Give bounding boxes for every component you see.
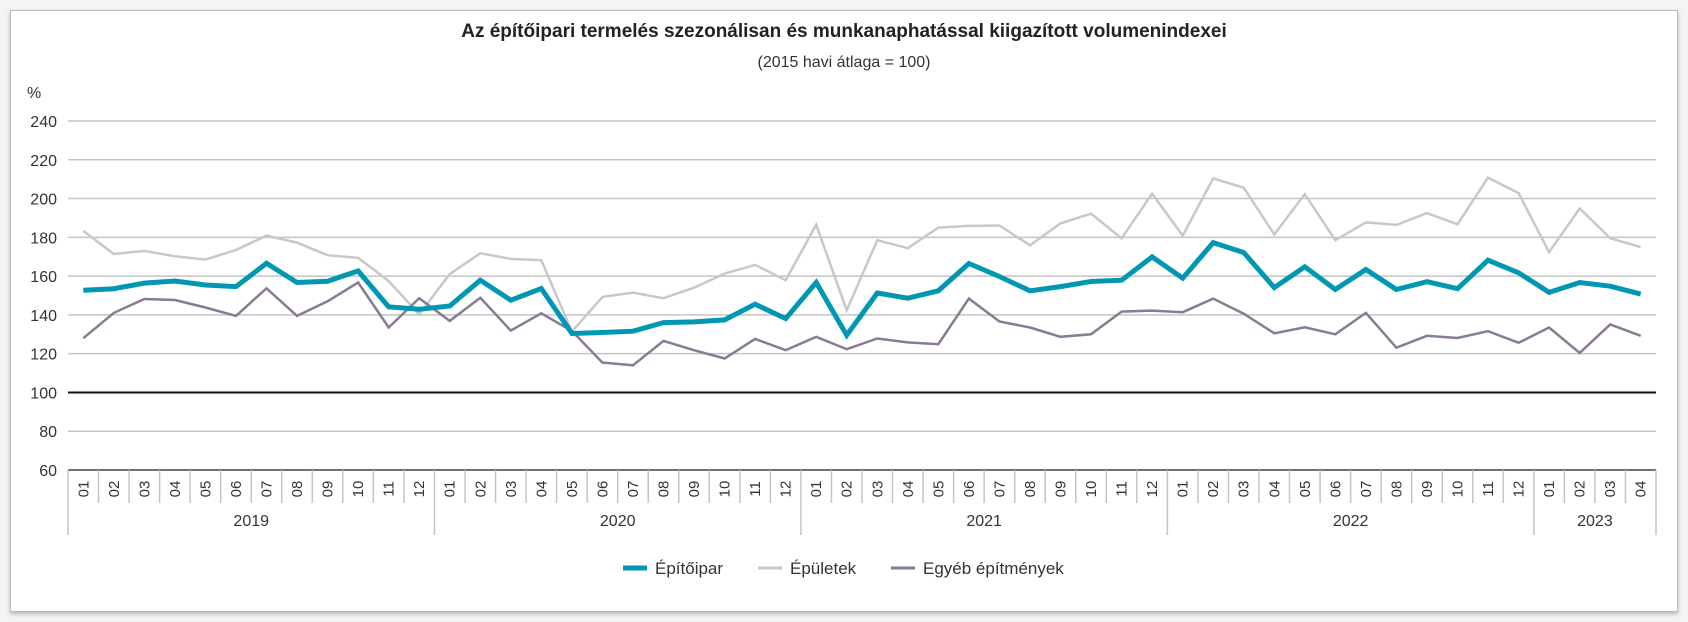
chart-card: Az építőipari termelés szezonálisan és m… [10, 10, 1678, 612]
x-month-label: 03 [1602, 481, 1619, 498]
legend-item: Egyéb építmények [891, 559, 1064, 578]
x-month-label: 10 [1083, 481, 1100, 498]
series-line-egyeb-epitmenyek [82, 280, 1642, 367]
x-month-label: 04 [1633, 481, 1650, 498]
chart-subtitle: (2015 havi átlaga = 100) [757, 54, 930, 71]
x-month-label: 05 [930, 481, 947, 498]
x-month-label: 08 [289, 481, 306, 498]
x-month-label: 09 [1053, 481, 1070, 498]
y-tick-label: 160 [30, 269, 57, 286]
x-month-label: 04 [167, 481, 184, 498]
x-month-label: 01 [442, 481, 459, 498]
x-month-label: 05 [564, 481, 581, 498]
series-line-epitoipar [83, 239, 1642, 340]
y-tick-label: 200 [30, 192, 57, 209]
x-month-label: 11 [747, 481, 764, 497]
x-year-label: 2022 [1333, 513, 1369, 530]
x-month-label: 11 [381, 481, 398, 497]
x-month-label: 03 [503, 481, 520, 498]
x-month-label: 09 [320, 481, 337, 498]
x-month-label: 06 [961, 481, 978, 498]
y-tick-label: 240 [30, 114, 57, 131]
x-year-label: 2019 [233, 513, 269, 530]
x-month-label: 01 [1541, 481, 1558, 498]
x-month-label: 01 [1175, 481, 1192, 498]
y-tick-label: 180 [30, 230, 57, 247]
x-month-label: 02 [1572, 481, 1589, 498]
x-month-label: 02 [472, 481, 489, 498]
x-month-label: 09 [1419, 481, 1436, 498]
y-tick-label: 220 [30, 153, 57, 170]
x-month-label: 03 [1236, 481, 1253, 498]
legend-item: Épületek [758, 559, 857, 578]
x-month-label: 04 [1266, 481, 1283, 498]
x-month-label: 08 [1388, 481, 1405, 498]
legend-item: Építőipar [623, 559, 723, 578]
x-month-label: 04 [533, 481, 550, 498]
x-month-label: 10 [717, 481, 734, 498]
x-month-label: 02 [839, 481, 856, 498]
line-chart: Az építőipari termelés szezonálisan és m… [27, 21, 1657, 578]
legend-label: Egyéb építmények [923, 559, 1064, 578]
x-month-label: 10 [350, 481, 367, 498]
x-month-label: 08 [1022, 481, 1039, 498]
x-month-label: 02 [1205, 481, 1222, 498]
x-month-label: 12 [778, 481, 795, 498]
x-month-label: 09 [686, 481, 703, 498]
x-month-label: 07 [259, 481, 276, 498]
legend-label: Épületek [790, 559, 857, 578]
x-month-label: 01 [75, 481, 92, 498]
x-month-label: 07 [625, 481, 642, 498]
x-month-label: 07 [1358, 481, 1375, 498]
x-month-label: 10 [1450, 481, 1467, 498]
x-month-label: 11 [1114, 481, 1131, 497]
x-year-label: 2023 [1577, 513, 1613, 530]
y-tick-label: 140 [30, 308, 57, 325]
x-month-label: 08 [656, 481, 673, 498]
x-month-label: 12 [1144, 481, 1161, 498]
x-month-label: 05 [197, 481, 214, 498]
x-month-label: 03 [136, 481, 153, 498]
x-year-label: 2021 [966, 513, 1002, 530]
x-year-label: 2020 [600, 513, 636, 530]
x-month-label: 03 [869, 481, 886, 498]
legend-label: Építőipar [655, 559, 723, 578]
y-tick-label: 120 [30, 347, 57, 364]
x-month-label: 01 [808, 481, 825, 498]
x-month-label: 06 [594, 481, 611, 498]
x-month-label: 06 [1327, 481, 1344, 498]
y-axis-label: % [27, 85, 41, 102]
x-month-label: 12 [411, 481, 428, 498]
x-month-label: 07 [991, 481, 1008, 498]
y-tick-label: 80 [39, 424, 57, 441]
series-line-epuletek [82, 175, 1642, 334]
x-month-label: 02 [106, 481, 123, 498]
x-month-label: 04 [900, 481, 917, 498]
chart-title: Az építőipari termelés szezonálisan és m… [461, 21, 1227, 42]
y-tick-label: 100 [30, 385, 57, 402]
x-month-label: 06 [228, 481, 245, 498]
y-tick-label: 60 [39, 463, 57, 480]
x-month-label: 11 [1480, 481, 1497, 497]
x-month-label: 05 [1297, 481, 1314, 498]
x-month-label: 12 [1511, 481, 1528, 498]
